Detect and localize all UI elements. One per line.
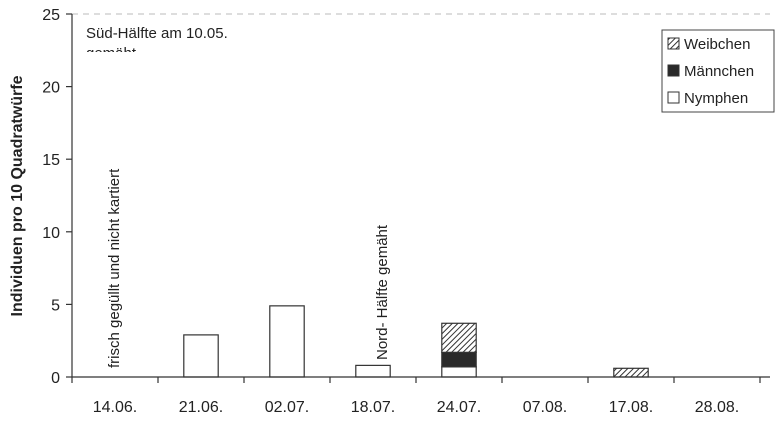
legend-label-weibchen: Weibchen — [684, 36, 750, 53]
bar-weibchen-1708 — [613, 367, 649, 378]
bar-nymphen-2106 — [183, 334, 219, 378]
legend-swatch-weibchen — [667, 37, 680, 50]
x-tick-label: 21.06. — [179, 399, 223, 416]
legend-swatch-männchen — [667, 64, 680, 77]
bar-nymphen-2407 — [441, 366, 477, 378]
legend-swatch-nymphen — [667, 91, 680, 104]
annotation-1807: Nord- Hälfte gemäht — [374, 224, 391, 360]
legend-box — [661, 29, 775, 113]
legend-label-nymphen: Nymphen — [684, 90, 748, 107]
bars-group — [183, 305, 649, 378]
bar-männchen-2407 — [441, 351, 477, 368]
x-tick-label: 02.07. — [265, 399, 309, 416]
y-tick-label: 15 — [42, 152, 60, 169]
y-tick-label: 5 — [51, 297, 60, 314]
legend-label-männchen: Männchen — [684, 63, 754, 80]
annotation-1406: frisch gegüllt und nicht kartiert — [106, 168, 123, 368]
y-tick-label: 0 — [51, 370, 60, 387]
annotation-top-left-line1: Süd-Hälfte am 10.05. — [86, 25, 228, 42]
x-ticks: 14.06. 21.06. 02.07. 18.07. 24.07. 07.08. 17.0… — [71, 377, 761, 416]
x-tick-label: 07.08. — [523, 399, 567, 416]
y-tick-label: 25 — [42, 7, 60, 24]
y-ticks: 0 5 10 15 20 25 — [42, 7, 72, 387]
x-tick-label: 24.07. — [437, 399, 481, 416]
x-tick-label: 17.08. — [609, 399, 653, 416]
x-tick-label: 28.08. — [695, 399, 739, 416]
y-tick-label: 20 — [42, 80, 60, 97]
bar-nymphen-1807 — [355, 364, 391, 378]
x-tick-label: 14.06. — [93, 399, 137, 416]
legend: Weibchen Männchen Nymphen — [661, 29, 775, 113]
bar-nymphen-0207 — [269, 305, 305, 378]
bar-weibchen-2407 — [441, 322, 477, 353]
y-axis-label: Individuen pro 10 Quadratwürfe — [9, 75, 26, 316]
x-tick-label: 18.07. — [351, 399, 395, 416]
y-tick-label: 10 — [42, 225, 60, 242]
annotation-cover — [80, 52, 240, 61]
